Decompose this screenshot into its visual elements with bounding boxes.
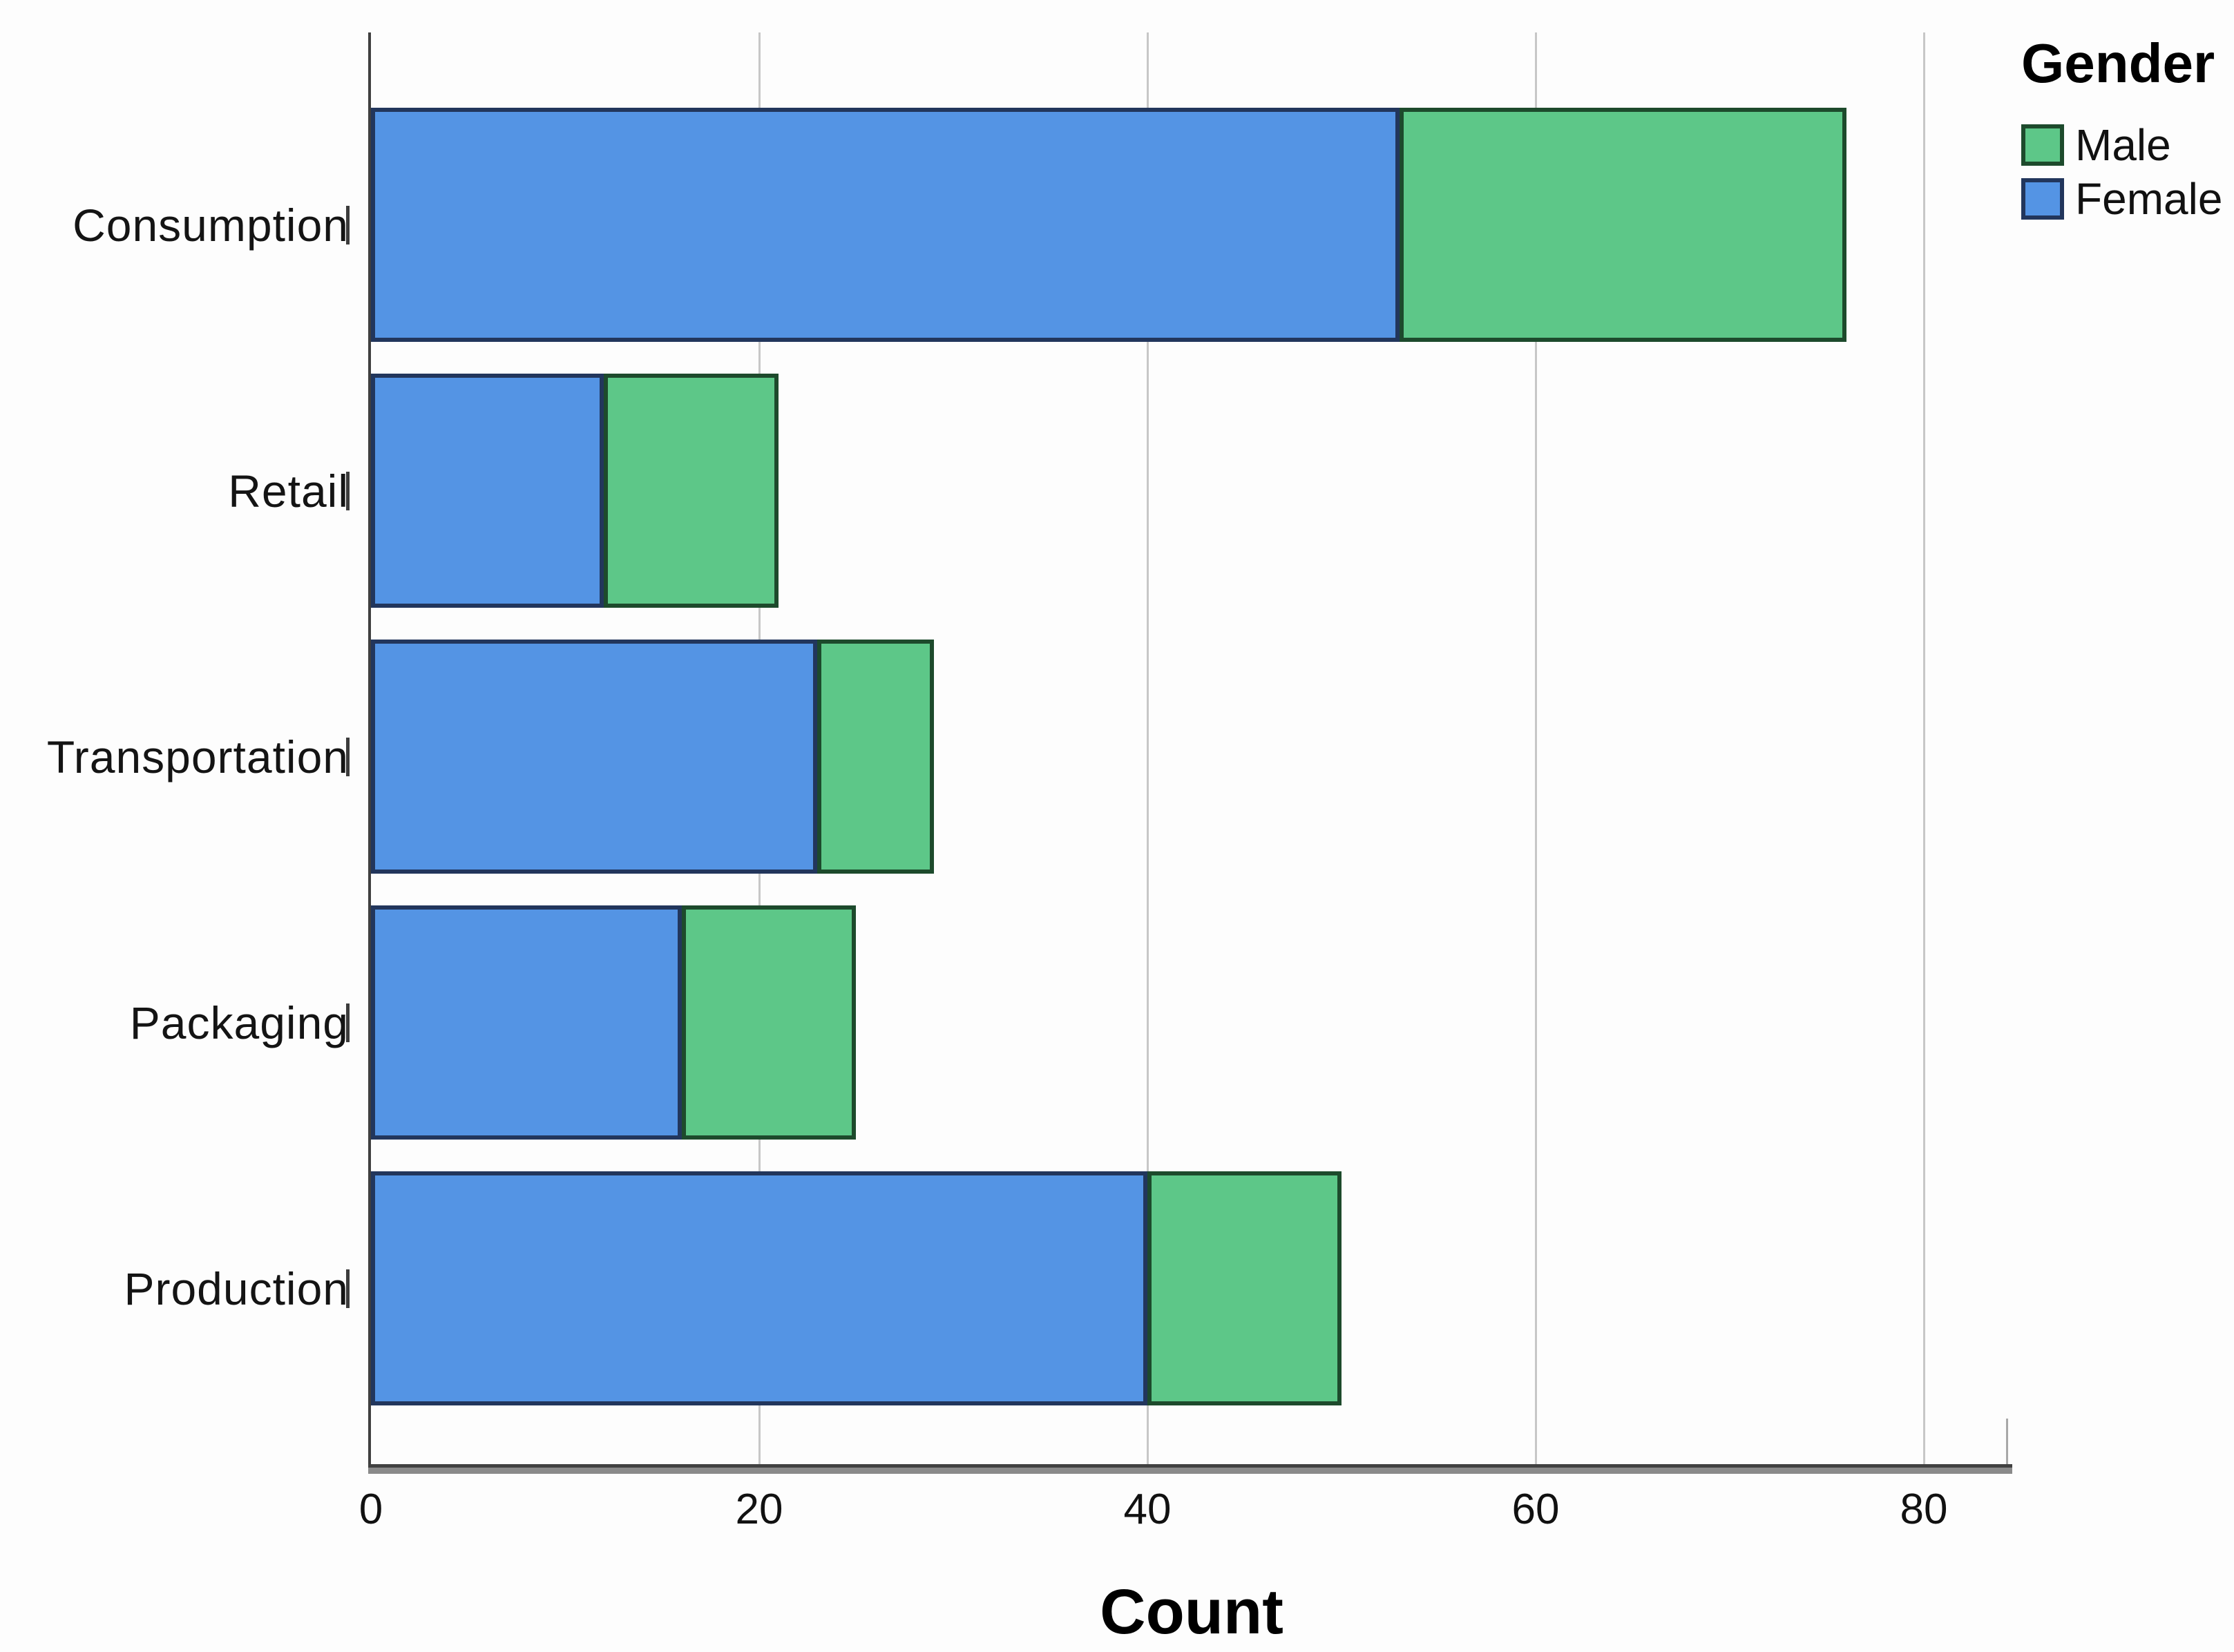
category-tick-transportation (346, 737, 350, 776)
x-tick-label-20: 20 (735, 1486, 783, 1533)
x-tick-label-0: 0 (359, 1486, 383, 1533)
axis-end-tick (2006, 1419, 2008, 1464)
x-tick-label-40: 40 (1123, 1486, 1172, 1533)
bar-packaging-female-segment (371, 905, 682, 1140)
legend-label-female: Female (2075, 174, 2223, 224)
legend-item-male: Male (2021, 123, 2171, 167)
bar-transportation-female-segment (371, 640, 818, 874)
legend: Gender Male Female (2021, 32, 2222, 221)
bar-consumption-female-segment (371, 108, 1400, 342)
bar-consumption-male-segment (1400, 108, 1846, 342)
x-axis-line (368, 1464, 2012, 1474)
gridline-x-60 (1534, 32, 1537, 1464)
legend-swatch-male (2021, 124, 2064, 166)
category-label-retail: Retail (228, 465, 349, 517)
bar-transportation-male-segment (817, 640, 934, 874)
legend-title: Gender (2021, 32, 2215, 94)
category-label-production: Production (124, 1262, 349, 1314)
category-label-packaging: Packaging (129, 997, 349, 1048)
x-tick-label-80: 80 (1900, 1486, 1948, 1533)
legend-label-male: Male (2075, 120, 2171, 170)
gridline-x-80 (1922, 32, 1925, 1464)
category-tick-production (346, 1269, 350, 1308)
category-tick-consumption (346, 205, 350, 244)
bar-retail-male-segment (604, 374, 779, 608)
category-label-transportation: Transportation (46, 731, 349, 782)
legend-item-female: Female (2021, 177, 2222, 221)
bar-production-female-segment (371, 1171, 1147, 1405)
legend-swatch-female (2021, 178, 2064, 220)
bar-packaging-male-segment (681, 905, 857, 1140)
bar-retail-female-segment (371, 374, 604, 608)
bar-production-male-segment (1147, 1171, 1342, 1405)
y-axis-line (368, 32, 371, 1474)
x-tick-label-60: 60 (1511, 1486, 1560, 1533)
x-axis-title: Count (1100, 1577, 1283, 1647)
category-tick-retail (346, 471, 350, 510)
category-label-consumption: Consumption (73, 199, 349, 251)
gridline-x-40 (1146, 32, 1149, 1464)
category-tick-packaging (346, 1003, 350, 1042)
